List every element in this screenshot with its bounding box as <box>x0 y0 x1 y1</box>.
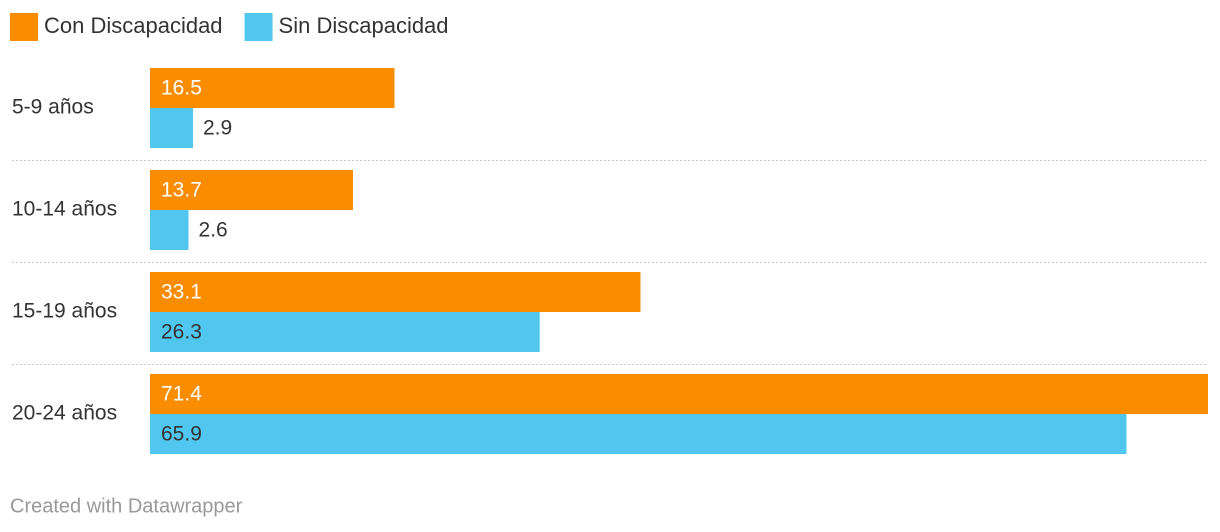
bar <box>150 108 193 148</box>
category-label: 10-14 años <box>12 198 117 221</box>
value-label: 65.9 <box>161 423 202 446</box>
category-label: 15-19 años <box>12 300 117 323</box>
legend-label: Sin Discapacidad <box>279 13 449 38</box>
category-label: 5-9 años <box>12 96 94 119</box>
value-label: 13.7 <box>161 179 202 202</box>
bar <box>150 170 354 210</box>
value-label: 71.4 <box>161 383 202 406</box>
legend-swatch <box>244 13 273 41</box>
bar <box>150 210 189 250</box>
value-label: 16.5 <box>161 77 202 100</box>
value-label: 2.6 <box>199 219 228 242</box>
value-label: 2.9 <box>203 117 232 140</box>
value-label: 33.1 <box>161 281 202 304</box>
bar <box>150 374 1208 414</box>
footer: Created with Datawrapper <box>10 495 243 517</box>
bar <box>150 272 641 312</box>
legend-label: Con Discapacidad <box>44 13 223 38</box>
category-label: 20-24 años <box>12 402 117 425</box>
value-label: 26.3 <box>161 321 202 344</box>
bar <box>150 312 540 352</box>
bar <box>150 68 395 108</box>
legend-swatch <box>10 13 38 41</box>
bar <box>150 414 1127 454</box>
